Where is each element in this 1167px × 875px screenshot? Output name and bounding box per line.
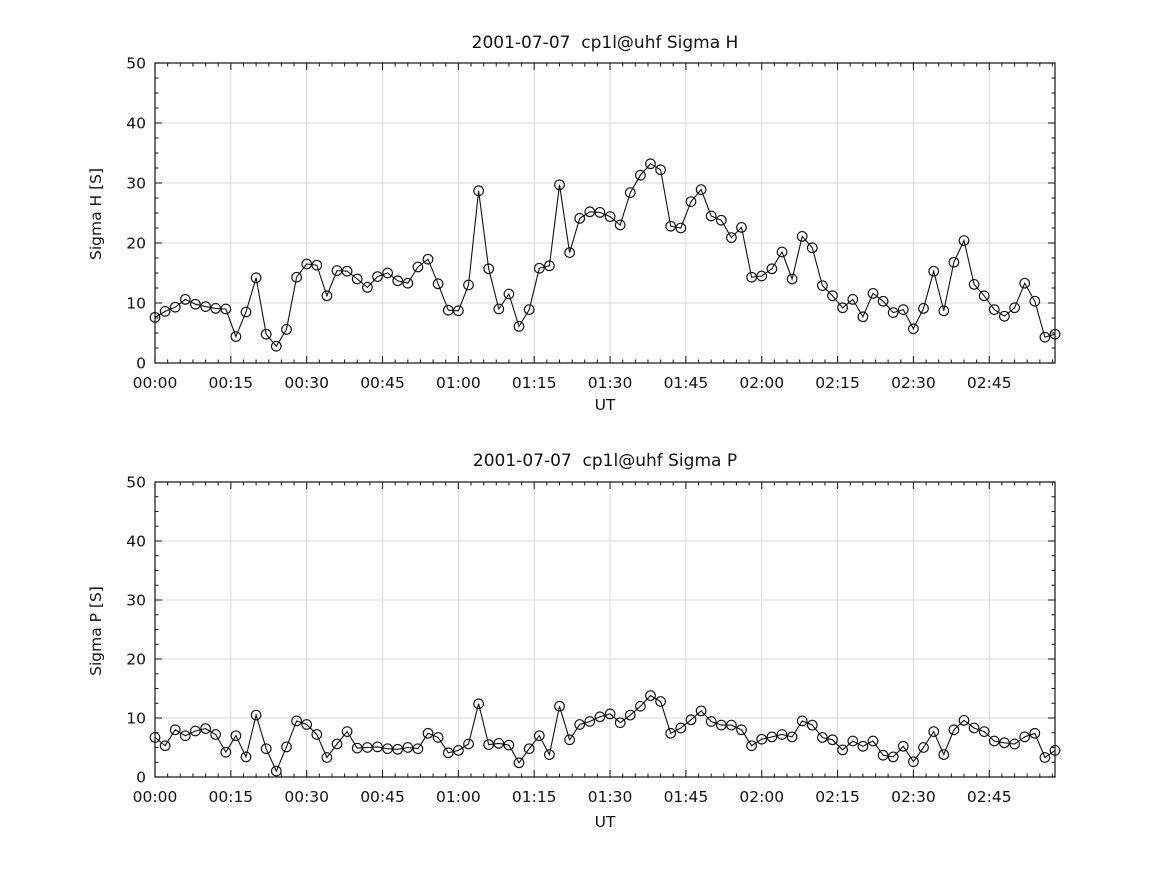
svg-text:01:45: 01:45	[664, 788, 709, 806]
svg-text:50: 50	[126, 474, 146, 492]
chart-title-sigma-p: 2001-07-07 cp1l@uhf Sigma P	[472, 451, 738, 471]
svg-text:02:30: 02:30	[891, 374, 936, 392]
svg-text:01:30: 01:30	[588, 788, 633, 806]
svg-text:02:15: 02:15	[815, 788, 860, 806]
svg-text:40: 40	[126, 533, 146, 551]
x-axis-label-sigma-p: UT	[594, 813, 616, 831]
svg-text:01:00: 01:00	[436, 788, 481, 806]
svg-text:20: 20	[126, 235, 146, 253]
svg-text:01:15: 01:15	[512, 374, 557, 392]
svg-text:00:30: 00:30	[284, 374, 329, 392]
svg-text:00:15: 00:15	[209, 788, 254, 806]
svg-text:00:00: 00:00	[133, 788, 178, 806]
svg-text:10: 10	[126, 710, 146, 728]
svg-text:30: 30	[126, 175, 146, 193]
svg-text:0: 0	[136, 769, 146, 787]
svg-text:40: 40	[126, 115, 146, 133]
svg-text:02:00: 02:00	[739, 374, 784, 392]
sigma-p-chart: 2001-07-07 cp1l@uhf Sigma P Sigma P [S] …	[0, 437, 1167, 875]
chart-title-sigma-h: 2001-07-07 cp1l@uhf Sigma H	[471, 33, 739, 53]
svg-text:01:30: 01:30	[588, 374, 633, 392]
svg-text:01:00: 01:00	[436, 374, 481, 392]
svg-text:02:15: 02:15	[815, 374, 860, 392]
svg-text:02:00: 02:00	[739, 788, 784, 806]
sigma-h-chart: 2001-07-07 cp1l@uhf Sigma H Sigma H [S] …	[0, 0, 1167, 437]
svg-text:02:45: 02:45	[967, 788, 1012, 806]
plot-area-sigma-p: 00:00 00:15 00:30 00:45 01:00 01:15 01:30 01:45…	[126, 474, 1061, 806]
svg-text:20: 20	[126, 651, 146, 669]
svg-text:50: 50	[126, 55, 146, 73]
plot-area-sigma-h: 00:00 00:15 00:30 00:45 01:00 01:15 01:30 01:45…	[126, 55, 1061, 392]
svg-text:00:45: 00:45	[360, 374, 405, 392]
svg-text:00:45: 00:45	[360, 788, 405, 806]
svg-text:02:30: 02:30	[891, 788, 936, 806]
svg-text:00:30: 00:30	[284, 788, 329, 806]
x-axis-label-sigma-h: UT	[594, 396, 616, 414]
svg-text:02:45: 02:45	[967, 374, 1012, 392]
svg-text:01:15: 01:15	[512, 788, 557, 806]
svg-text:0: 0	[136, 355, 146, 373]
svg-text:00:15: 00:15	[209, 374, 254, 392]
svg-text:01:45: 01:45	[664, 374, 709, 392]
svg-text:30: 30	[126, 592, 146, 610]
svg-text:10: 10	[126, 295, 146, 313]
svg-text:00:00: 00:00	[133, 374, 178, 392]
